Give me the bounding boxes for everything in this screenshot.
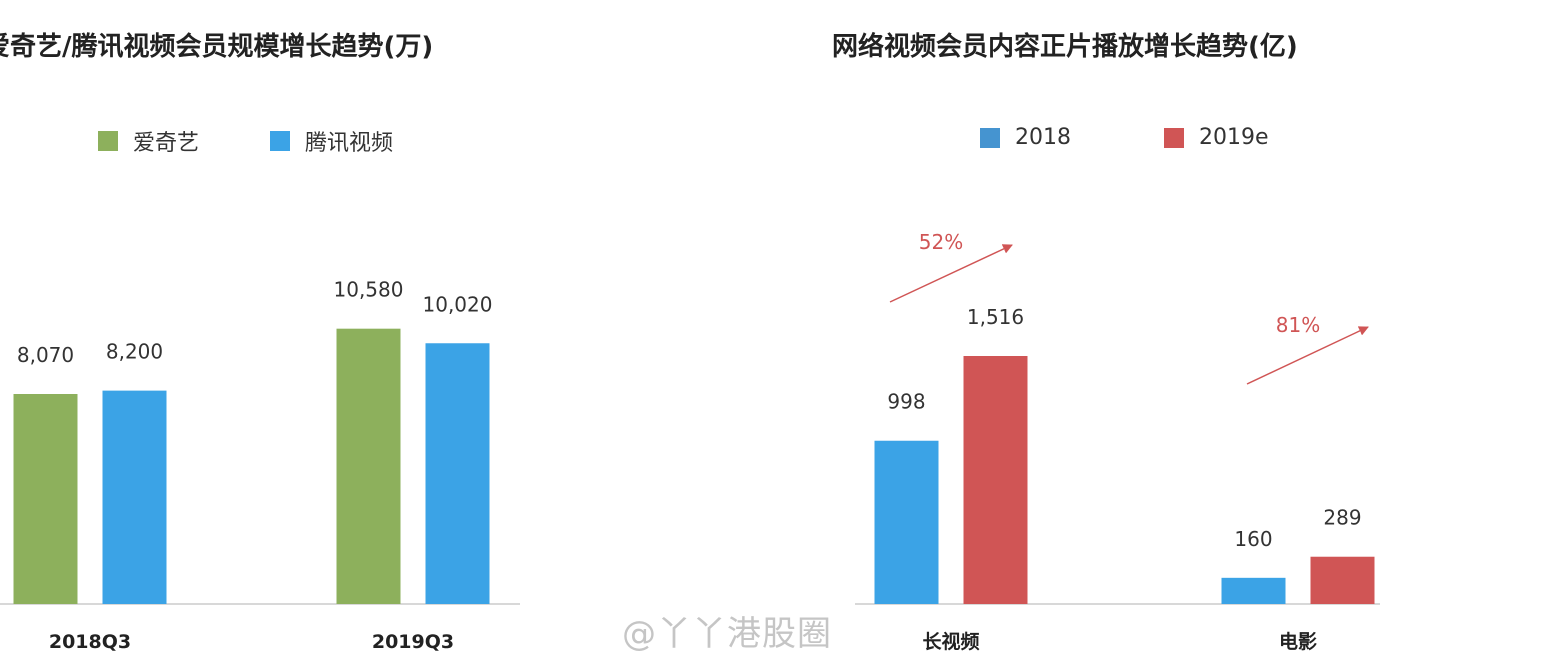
bar-value-label: 8,070 [17, 343, 74, 367]
legend-swatch-2019e [1164, 127, 1184, 148]
legend-left: 爱奇艺 腾讯视频 [98, 125, 438, 157]
legend-label-tencent: 腾讯视频 [305, 131, 394, 156]
legend-right: 2018 2019e [980, 125, 1300, 155]
bar-0-0-1 [102, 390, 167, 604]
legend-swatch-2018 [980, 127, 1000, 148]
bar-value-label: 8,200 [106, 340, 163, 364]
legend-item-tencent: 腾讯视频 [270, 125, 393, 157]
chart-title-right: 网络视频会员内容正片播放增长趋势(亿) [832, 32, 1298, 62]
legend-swatch-tencent [270, 131, 290, 151]
legend-item-iqiyi: 爱奇艺 [98, 125, 199, 157]
bar-1-0-0 [874, 440, 939, 604]
bar-1-1-1 [1310, 556, 1375, 604]
category-label: 2019Q3 [372, 631, 454, 653]
growth-label: 81% [1276, 313, 1320, 337]
bar-value-label: 289 [1323, 506, 1361, 530]
growth-label: 52% [919, 230, 963, 254]
chart-title-left: 爱奇艺/腾讯视频会员规模增长趋势(万) [0, 32, 434, 62]
category-label: 电影 [1279, 630, 1317, 653]
growth-arrow [1246, 326, 1369, 385]
bar-value-label: 160 [1234, 527, 1272, 551]
bar-value-label: 10,580 [334, 278, 404, 302]
chart-left-plot: 8,070 8,200 2018Q3 10,580 10,020 2019Q3 [0, 278, 520, 653]
bar-value-label: 998 [887, 390, 925, 414]
bar-value-label: 10,020 [423, 292, 493, 316]
bar-0-1-1 [425, 343, 490, 604]
bar-0-0-0 [13, 394, 78, 604]
legend-label-2019e: 2019e [1199, 125, 1269, 150]
category-label: 2018Q3 [49, 631, 131, 653]
category-label: 长视频 [922, 630, 979, 653]
legend-swatch-iqiyi [98, 131, 118, 151]
bar-1-0-1 [963, 356, 1028, 604]
chart-right-plot: 998 1,516 长视频 160 289 电影 52% 81% [855, 230, 1380, 653]
bar-1-1-0 [1221, 577, 1286, 604]
legend-item-2018: 2018 [980, 125, 1071, 150]
watermark: @丫丫港股圈 [622, 614, 832, 654]
legend-label-iqiyi: 爱奇艺 [133, 131, 200, 156]
bar-value-label: 1,516 [967, 305, 1024, 329]
legend-label-2018: 2018 [1015, 125, 1071, 150]
legend-item-2019e: 2019e [1164, 125, 1269, 150]
growth-arrow [889, 244, 1013, 303]
bar-0-1-0 [336, 328, 401, 604]
